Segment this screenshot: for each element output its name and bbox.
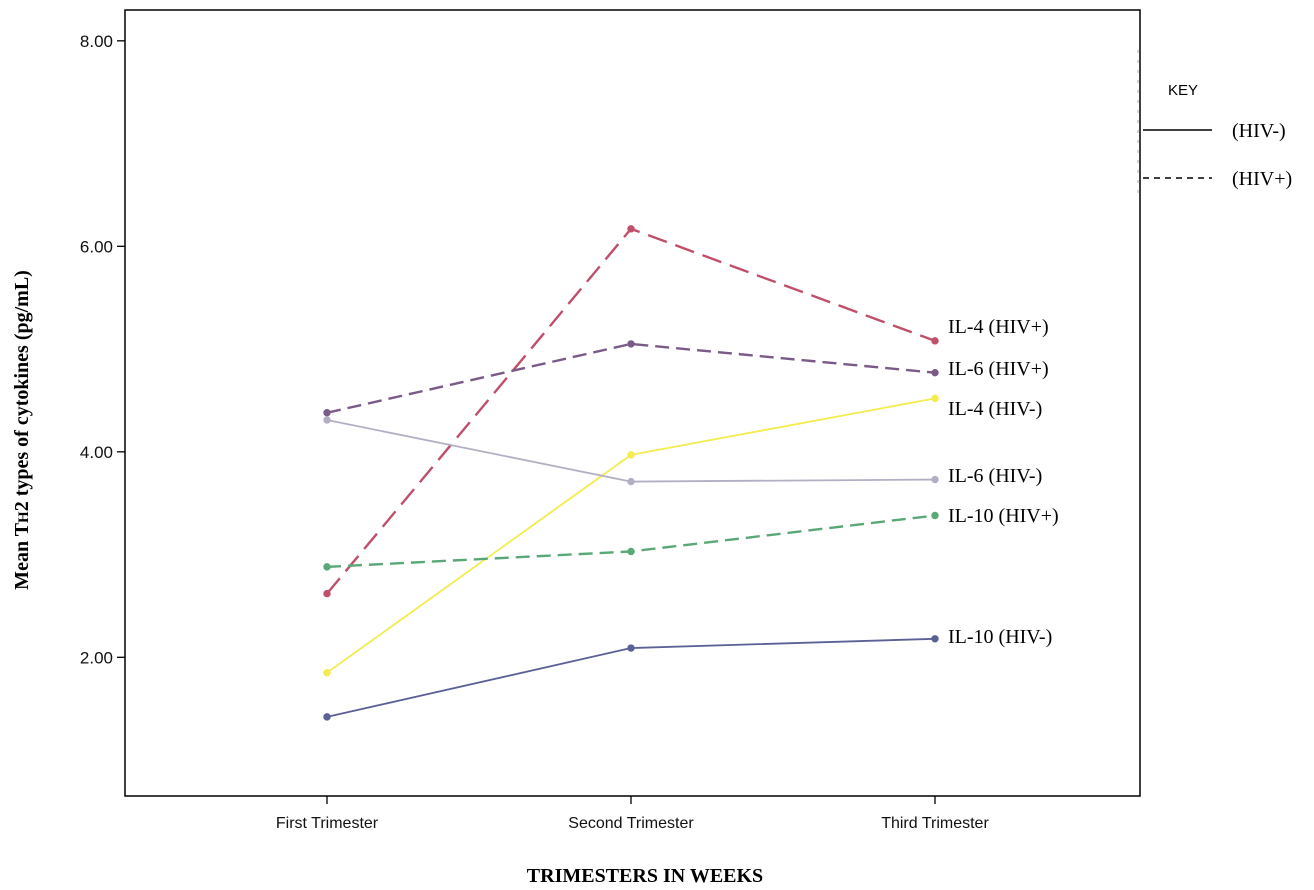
point-il-10-hiv-third-trimester: [931, 511, 939, 520]
point-il-10-hiv-second-trimester: [627, 547, 635, 556]
y-tick-label-4-00: 4.00: [80, 443, 113, 462]
legend-label-hiv-positive: (HIV+): [1232, 168, 1292, 190]
point-il-10-hiv-first-trimester: [323, 713, 331, 721]
series-il-6-hiv: [323, 416, 939, 486]
point-il-10-hiv-first-trimester: [323, 563, 331, 571]
series-layer: [323, 225, 939, 721]
series-label-il-6-hiv: IL-6 (HIV-): [948, 465, 1042, 487]
y-axis-title: Mean TH2 types of cytokines (pg/mL): [11, 270, 33, 590]
series-il-6-hiv: [323, 340, 939, 417]
y-tick-label-6-00: 6.00: [80, 237, 113, 256]
point-il-4-hiv-first-trimester: [323, 589, 331, 598]
x-axis-title: TRIMESTERS IN WEEKS: [527, 865, 763, 887]
series-line-il-4-hiv: [326, 227, 936, 595]
x-tick-label-third-trimester: Third Trimester: [881, 815, 989, 832]
series-line-il-6-hiv: [326, 419, 936, 483]
point-il-4-hiv-third-trimester: [931, 337, 939, 345]
y-axis-title-subscript: H: [16, 511, 32, 523]
series-line-il-4-hiv: [326, 397, 936, 674]
series-label-il-6-hiv: IL-6 (HIV+): [948, 358, 1049, 380]
series-line-il-6-hiv: [326, 342, 936, 414]
series-label-il-10-hiv: IL-10 (HIV-): [948, 626, 1052, 648]
plot-frame: [124, 9, 1141, 797]
point-il-6-hiv-second-trimester: [627, 340, 635, 348]
y-axis-title-main: Mean T: [11, 522, 33, 590]
point-il-10-hiv-third-trimester: [931, 635, 939, 643]
point-il-6-hiv-third-trimester: [931, 475, 939, 484]
legend-title: KEY: [1168, 82, 1198, 99]
point-il-4-hiv-second-trimester: [627, 225, 635, 233]
x-tick-label-second-trimester: Second Trimester: [568, 815, 694, 832]
series-label-il-10-hiv: IL-10 (HIV+): [948, 505, 1059, 527]
legend-label-hiv-negative: (HIV-): [1232, 120, 1286, 142]
point-il-4-hiv-first-trimester: [323, 669, 331, 677]
series-il-10-hiv: [323, 635, 939, 721]
y-axis: 2.00 4.00 6.00 8.00: [80, 32, 125, 667]
point-il-6-hiv-third-trimester: [931, 368, 939, 377]
y-tick-label-8-00: 8.00: [80, 32, 113, 51]
series-il-4-hiv: [323, 225, 939, 598]
y-axis-title-rest: 2 types of cytokines (pg/mL): [11, 270, 33, 511]
x-axis: First Trimester Second Trimester Third Tri…: [276, 796, 989, 832]
legend: KEY (HIV-) (HIV+): [1137, 50, 1292, 200]
series-il-10-hiv: [323, 511, 939, 571]
series-label-il-4-hiv: IL-4 (HIV-): [948, 398, 1042, 420]
point-il-6-hiv-first-trimester: [323, 416, 331, 424]
series-label-il-4-hiv: IL-4 (HIV+): [948, 316, 1049, 338]
y-tick-label-2-00: 2.00: [80, 648, 113, 667]
series-il-4-hiv: [323, 394, 939, 677]
series-labels: IL-4 (HIV+) IL-6 (HIV+) IL-4 (HIV-) IL-6 (H…: [948, 316, 1059, 648]
point-il-6-hiv-first-trimester: [323, 409, 331, 417]
point-il-4-hiv-third-trimester: [931, 394, 939, 403]
series-line-il-10-hiv: [326, 514, 936, 569]
point-il-4-hiv-second-trimester: [627, 451, 635, 459]
point-il-10-hiv-second-trimester: [627, 644, 635, 652]
x-tick-label-first-trimester: First Trimester: [276, 815, 379, 832]
point-il-6-hiv-second-trimester: [627, 477, 635, 486]
